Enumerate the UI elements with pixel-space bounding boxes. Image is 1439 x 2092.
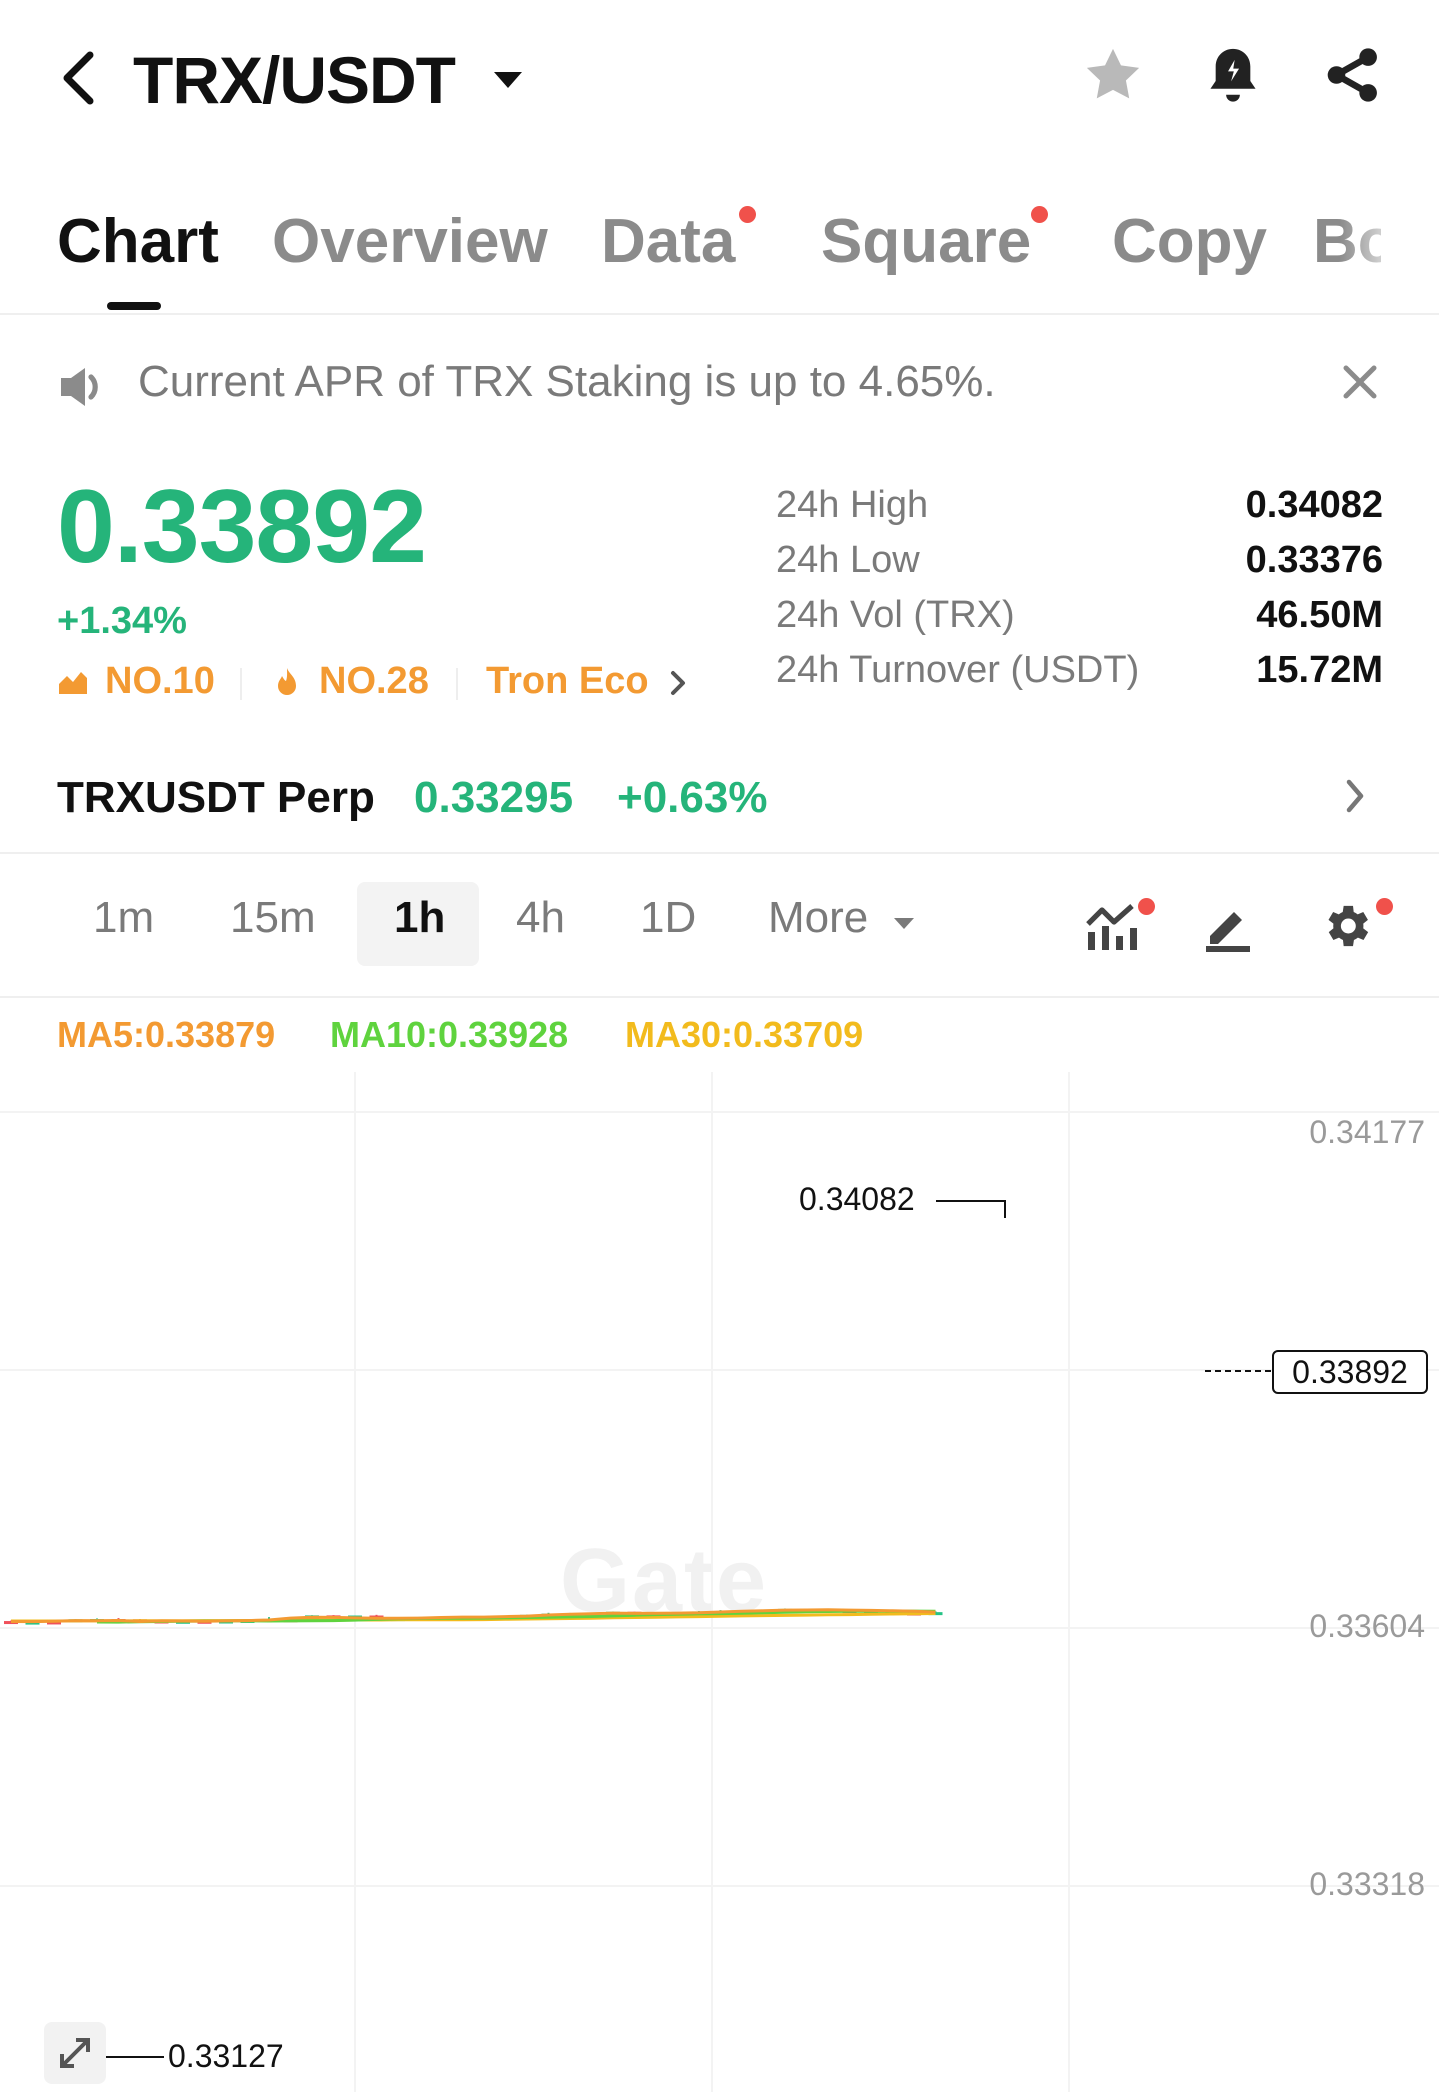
indicators-button[interactable] [1084, 898, 1144, 954]
ma5-legend: MA5:0.33879 [57, 1014, 276, 1055]
chevron-right-icon [1346, 779, 1364, 813]
pair-title[interactable]: TRX/USDT [133, 43, 456, 117]
expand-icon [60, 2038, 90, 2068]
perp-chevron[interactable] [1340, 774, 1370, 823]
axis-label-top: 0.34177 [1309, 1114, 1425, 1150]
speaker-icon [61, 368, 98, 406]
stat-low-value: 0.33376 [1245, 539, 1383, 581]
fullscreen-button[interactable] [44, 2022, 106, 2084]
stat-low-label: 24h Low [776, 539, 920, 581]
last-price-dashline [1205, 1370, 1271, 1372]
trend-chart-icon [59, 672, 87, 694]
axis-label-mid: 0.33604 [1309, 1608, 1425, 1644]
share-icon [1327, 48, 1377, 102]
ma10-legend: MA10:0.33928 [330, 1014, 569, 1055]
price-change-pct: +1.34% [57, 600, 187, 642]
last-price: 0.33892 [57, 469, 427, 585]
draw-tool-button[interactable] [1200, 898, 1256, 954]
interval-15m[interactable]: 15m [230, 893, 316, 942]
perp-name[interactable]: TRXUSDT Perp [57, 773, 375, 822]
interval-active-bg [357, 882, 479, 966]
stat-vol-label: 24h Vol (TRX) [776, 594, 1015, 636]
share-button[interactable] [1320, 42, 1386, 108]
tab-data-badge-dot [739, 206, 756, 223]
stat-turnover-value: 15.72M [1256, 649, 1383, 691]
last-price-tag: 0.33892 [1272, 1350, 1428, 1394]
interval-divider [0, 996, 1439, 998]
high-annotation: 0.34082 [799, 1181, 915, 1217]
interval-more-caret[interactable] [892, 915, 916, 936]
low-annotation: 0.33127 [168, 2038, 284, 2074]
back-arrow-icon [63, 51, 94, 105]
price-alert-button[interactable] [1200, 42, 1266, 108]
settings-badge-dot [1376, 898, 1393, 915]
interval-more[interactable]: More [768, 893, 869, 942]
stat-high-value: 0.34082 [1245, 484, 1383, 526]
fire-icon [278, 668, 296, 695]
favorite-button[interactable] [1080, 42, 1146, 108]
interval-1d[interactable]: 1D [640, 893, 697, 942]
tab-fade [1340, 200, 1439, 290]
banner-message[interactable]: Current APR of TRX Staking is up to 4.65… [138, 357, 996, 406]
perp-divider [0, 852, 1439, 854]
perp-change-pct: +0.63% [617, 773, 768, 822]
chevron-right-icon [671, 671, 685, 695]
stat-turnover-label: 24h Turnover (USDT) [776, 649, 1140, 691]
perp-price: 0.33295 [414, 773, 574, 822]
rank-label-2[interactable]: NO.28 [319, 660, 429, 702]
tab-active-indicator [107, 302, 161, 310]
banner-speaker [57, 362, 111, 412]
stat-high-label: 24h High [776, 484, 929, 526]
high-annotation-tick [1004, 1200, 1006, 1218]
stat-vol-value: 46.50M [1256, 594, 1383, 636]
interval-1h[interactable]: 1h [394, 893, 446, 942]
tab-overview[interactable]: Overview [272, 207, 548, 276]
ma5-line [10, 1608, 936, 1624]
rank-divider-2 [456, 668, 458, 700]
tab-data[interactable]: Data [601, 207, 736, 276]
interval-4h[interactable]: 4h [516, 893, 565, 942]
close-icon [1343, 365, 1377, 399]
pencil-icon [1206, 912, 1250, 952]
axis-label-low: 0.33318 [1309, 1866, 1425, 1902]
tron-eco-link[interactable]: Tron Eco [486, 660, 649, 702]
banner-close-button[interactable] [1340, 362, 1380, 402]
tabs-divider [0, 313, 1439, 315]
candle-body [47, 1621, 61, 1625]
caret-down-icon [494, 72, 522, 88]
indicators-badge-dot [1138, 898, 1155, 915]
rank-hot[interactable] [272, 666, 302, 705]
rank-label-1[interactable]: NO.10 [105, 660, 215, 702]
ma30-legend: MA30:0.33709 [625, 1014, 864, 1055]
tron-eco-chevron[interactable] [666, 666, 690, 705]
star-icon [1086, 48, 1140, 99]
price-alert-bell-icon [1210, 48, 1256, 102]
low-annotation-line [100, 2056, 164, 2058]
interval-1m[interactable]: 1m [93, 893, 155, 942]
caret-down-icon [894, 918, 914, 929]
tab-square[interactable]: Square [821, 207, 1032, 276]
candlestick-chart[interactable] [0, 1072, 1439, 2092]
tab-chart[interactable]: Chart [57, 207, 219, 276]
pair-dropdown-button[interactable] [490, 64, 526, 94]
gear-icon [1328, 905, 1369, 947]
rank-divider-1 [240, 668, 242, 700]
tab-copy[interactable]: Copy [1112, 207, 1267, 276]
indicators-icon [1086, 904, 1137, 950]
tab-square-badge-dot [1031, 206, 1048, 223]
back-button[interactable] [50, 45, 110, 111]
high-annotation-line [936, 1200, 1006, 1202]
chart-settings-button[interactable] [1318, 898, 1374, 954]
